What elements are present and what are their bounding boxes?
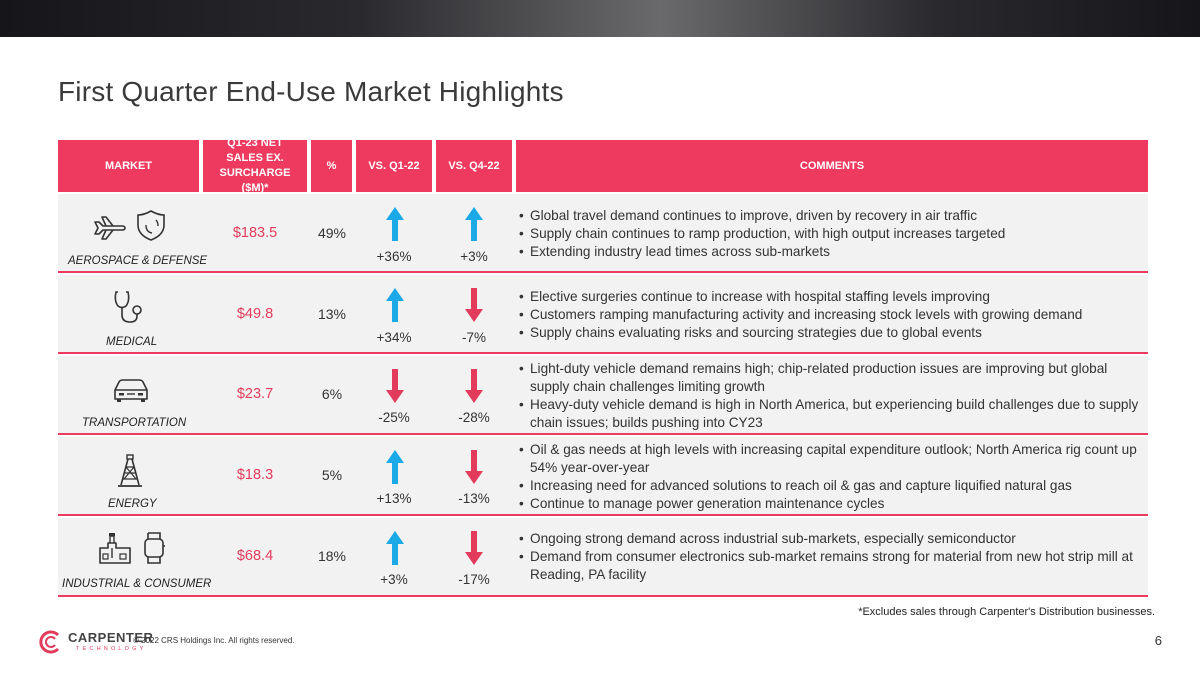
up-arrow-icon (386, 288, 404, 322)
comment-item: Global travel demand continues to improv… (519, 207, 1141, 225)
vs-q4-value: -13% (458, 491, 490, 506)
header-vs-q4: VS. Q4-22 (436, 140, 512, 192)
vs-q1-value: +3% (380, 572, 408, 587)
header-percent: % (311, 140, 352, 192)
comments-list: Oil & gas needs at high levels with incr… (519, 441, 1141, 513)
car-icon (114, 379, 148, 402)
comment-item: Extending industry lead times across sub… (519, 243, 1141, 261)
comment-item: Increasing need for advanced solutions t… (519, 477, 1141, 495)
copyright: © 2022 CRS Holdings Inc. All rights rese… (133, 636, 295, 645)
market-label: ENERGY (108, 498, 157, 510)
vs-q4-value: -7% (461, 330, 486, 345)
vs-q4-value: -28% (458, 410, 490, 425)
market-label: MEDICAL (106, 336, 158, 348)
percent-value: 6% (321, 386, 343, 402)
market-label: INDUSTRIAL & CONSUMER (62, 578, 212, 590)
up-arrow-icon (386, 531, 404, 565)
comment-item: Supply chain continues to ramp productio… (519, 225, 1141, 243)
comment-item: Oil & gas needs at high levels with incr… (519, 441, 1141, 477)
carpenter-logo-icon (39, 630, 60, 654)
percent-value: 5% (321, 467, 343, 483)
comment-item: Elective surgeries continue to increase … (519, 288, 1141, 306)
oil-rig-icon (118, 454, 142, 487)
comments-list: Elective surgeries continue to increase … (519, 288, 1141, 342)
factory-icon (99, 533, 131, 564)
market-label: TRANSPORTATION (82, 417, 187, 429)
down-arrow-icon (465, 531, 483, 565)
shield-icon (137, 210, 165, 241)
comment-item: Customers ramping manufacturing activity… (519, 306, 1141, 324)
market-label: AEROSPACE & DEFENSE (68, 255, 208, 267)
comment-item: Heavy-duty vehicle demand is high in Nor… (519, 396, 1141, 432)
comment-item: Light-duty vehicle demand remains high; … (519, 360, 1141, 396)
page-title: First Quarter End-Use Market Highlights (58, 76, 564, 107)
down-arrow-icon (465, 369, 483, 403)
airplane-icon (94, 216, 126, 240)
header-net-sales: Q1-23 NET SALES EX. SURCHARGE ($M)* (203, 137, 307, 194)
logo-name: CARPENTER (68, 630, 154, 645)
top-banner (0, 0, 1200, 37)
header-comments: COMMENTS (516, 140, 1148, 192)
comments-list: Global travel demand continues to improv… (519, 207, 1141, 261)
row-icons (98, 530, 166, 566)
vs-q1-value: -25% (378, 410, 410, 425)
net-sales-value: $23.7 (236, 386, 274, 402)
vs-q4-value: +3% (460, 249, 488, 264)
comments-list: Light-duty vehicle demand remains high; … (519, 360, 1141, 432)
net-sales-value: $49.8 (236, 306, 274, 322)
down-arrow-icon (465, 450, 483, 484)
comment-item: Continue to manage power generation main… (519, 495, 1141, 513)
up-arrow-icon (386, 207, 404, 241)
logo-subtitle: TECHNOLOGY (76, 646, 147, 652)
vs-q4-value: -17% (458, 572, 490, 587)
percent-value: 18% (317, 548, 347, 564)
comment-item: Ongoing strong demand across industrial … (519, 530, 1141, 548)
comment-item: Supply chains evaluating risks and sourc… (519, 324, 1141, 342)
up-arrow-icon (386, 450, 404, 484)
page-number: 6 (1154, 633, 1162, 648)
net-sales-value: $18.3 (236, 467, 274, 483)
vs-q1-value: +13% (376, 491, 412, 506)
header-market: MARKET (58, 140, 199, 192)
row-icons (112, 289, 148, 325)
smartwatch-icon (144, 532, 165, 564)
up-arrow-icon (465, 207, 483, 241)
down-arrow-icon (465, 288, 483, 322)
header-vs-q1: VS. Q1-22 (356, 140, 432, 192)
net-sales-value: $183.5 (232, 225, 278, 241)
vs-q1-value: +36% (376, 249, 412, 264)
net-sales-value: $68.4 (236, 548, 274, 564)
percent-value: 49% (317, 225, 347, 241)
percent-value: 13% (317, 306, 347, 322)
comments-list: Ongoing strong demand across industrial … (519, 530, 1141, 584)
row-icons (116, 453, 144, 489)
vs-q1-value: +34% (376, 330, 412, 345)
row-icons (111, 374, 151, 404)
row-icons (92, 208, 166, 242)
stethoscope-icon (114, 291, 142, 323)
comment-item: Demand from consumer electronics sub-mar… (519, 548, 1141, 584)
down-arrow-icon (386, 369, 404, 403)
footnote: *Excludes sales through Carpenter's Dist… (858, 606, 1155, 618)
